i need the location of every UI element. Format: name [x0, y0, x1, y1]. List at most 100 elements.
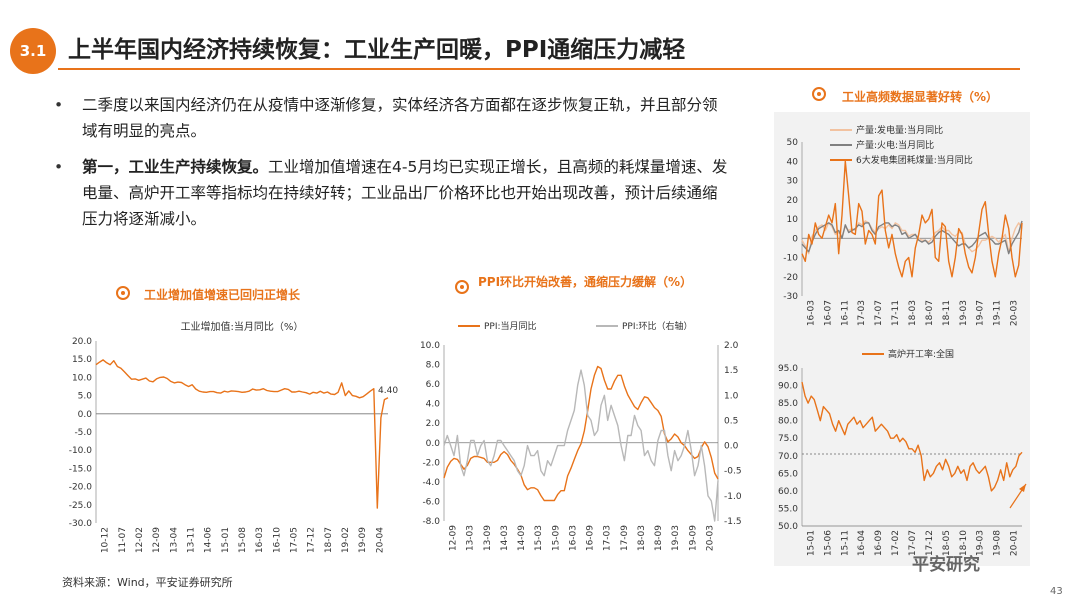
x-tick-label: 19-02 [341, 527, 351, 553]
series-line [801, 160, 1023, 278]
x-tick-label: 17-12 [307, 527, 317, 553]
y2-tick-label: 0.0 [724, 442, 739, 452]
y-tick-label: 20 [787, 196, 799, 206]
x-tick-label: 19-11 [993, 300, 1003, 326]
y-tick-label: 65.0 [778, 469, 798, 479]
x-tick-label: 16-09 [586, 525, 596, 551]
y-tick-label: 4.0 [426, 400, 441, 410]
y-tick-label: 80.0 [778, 417, 798, 427]
target-icon [116, 286, 130, 300]
x-tick-label: 12-02 [135, 527, 145, 553]
x-tick-label: 17-11 [891, 300, 901, 326]
y-tick-label: 10.0 [420, 341, 440, 351]
chart-high-frequency: 50 40 30 20 10 0 -10 -20 -30 16-03 16-07 16-11 17-03… [783, 124, 1023, 326]
x-tick-label: 20-03 [705, 525, 715, 551]
y-tick-label: -8.0 [422, 517, 440, 527]
legend-label: PPI:当月同比 [484, 320, 537, 332]
x-tick-label: 16-03 [806, 300, 816, 326]
chart-ppi-panel-title: PPI环比开始改善，通缩压力缓解（%） [478, 275, 693, 289]
y-tick-label: 0.0 [426, 439, 441, 449]
x-tick-label: 16-07 [823, 300, 833, 326]
bullet-list: 二季度以来国内经济仍在从疫情中逐渐修复，实体经济各方面都在逐步恢复正轨，并且部分… [52, 92, 732, 242]
y-tick-label: 0 [792, 234, 798, 244]
x-tick-label: 13-11 [186, 527, 196, 553]
x-tick-label: 10-12 [101, 527, 111, 553]
x-tick-label: 19-08 [993, 530, 1003, 556]
y2-tick-label: -1.0 [724, 492, 742, 502]
series-line [443, 365, 719, 502]
x-tick-label: 17-07 [874, 300, 884, 326]
y2-tick-label: -0.5 [724, 467, 742, 477]
bullet-text: 二季度以来国内经济仍在从疫情中逐渐修复，实体经济各方面都在逐步恢复正轨，并且部分… [82, 96, 718, 140]
x-tick-label: 13-09 [483, 525, 493, 551]
y-tick-label: 50.0 [778, 522, 798, 532]
x-tick-label: 18-03 [908, 300, 918, 326]
x-tick-label: 15-09 [551, 525, 561, 551]
y-tick-label: -2.0 [422, 458, 440, 468]
x-tick-label: 15-01 [806, 530, 816, 556]
y-tick-label: -30.0 [69, 519, 93, 529]
x-tick-label: 20-04 [375, 527, 385, 553]
y2-tick-label: 1.0 [724, 391, 739, 401]
legend-label: 产量:发电量:当月同比 [856, 124, 943, 136]
y-tick-label: 8.0 [426, 361, 441, 371]
x-tick-label: 16-04 [857, 530, 867, 556]
x-tick-label: 14-09 [517, 525, 527, 551]
series-line [801, 220, 1023, 255]
x-tick-label: 17-03 [603, 525, 613, 551]
y-tick-label: 30 [787, 177, 799, 187]
x-tick-label: 19-09 [688, 525, 698, 551]
bullet-item: 第一，工业生产持续恢复。工业增加值增速在4-5月均已实现正增长，且高频的耗煤量增… [52, 154, 732, 232]
y-tick-label: 70.0 [778, 452, 798, 462]
x-tick-label: 13-04 [169, 527, 179, 553]
y-tick-label: 40 [787, 157, 799, 167]
brand-logo: 平安研究 [912, 555, 980, 575]
chart-industrial-output: 工业增加值:当月同比（%） 20.0 15.0 10.0 5.0 0.0 -5.0 -10.0… [69, 320, 398, 553]
y2-tick-label: 0.5 [724, 416, 738, 426]
x-tick-label: 19-07 [976, 300, 986, 326]
x-tick-label: 18-10 [959, 530, 969, 556]
x-tick-label: 18-07 [925, 300, 935, 326]
x-tick-label: 11-07 [118, 527, 128, 553]
x-tick-label: 13-03 [466, 525, 476, 551]
y-tick-label: -15.0 [69, 464, 93, 474]
y-tick-label: 6.0 [426, 380, 441, 390]
y-tick-label: 50 [787, 138, 799, 148]
bullet-bold-lead: 第一，工业生产持续恢复。 [82, 158, 269, 176]
x-tick-label: 14-03 [500, 525, 510, 551]
x-tick-label: 17-05 [290, 527, 300, 553]
y-tick-label: 95.0 [778, 364, 798, 374]
chart-blast-furnace: 95.0 90.0 85.0 80.0 75.0 70.0 65.0 60.0 55.0 50.0… [778, 348, 1027, 556]
x-tick-label: 14-06 [204, 527, 214, 553]
page-number: 43 [1050, 586, 1063, 597]
section-badge: 3.1 [10, 28, 56, 74]
x-tick-label: 18-03 [637, 525, 647, 551]
x-tick-label: 18-11 [942, 300, 952, 326]
y-tick-label: -6.0 [422, 497, 440, 507]
x-tick-label: 15-06 [823, 530, 833, 556]
x-tick-label: 20-03 [1010, 300, 1020, 326]
y-tick-label: 55.0 [778, 504, 798, 514]
target-icon [455, 280, 469, 294]
y-tick-label: -30 [783, 292, 798, 302]
series-line [801, 220, 1023, 255]
y2-tick-label: -1.5 [724, 517, 742, 527]
x-tick-label: 17-09 [620, 525, 630, 551]
x-tick-label: 17-07 [908, 530, 918, 556]
x-tick-label: 15-01 [221, 527, 231, 553]
y-tick-label: 75.0 [778, 434, 798, 444]
title-underline [58, 68, 1020, 70]
y-tick-label: 85.0 [778, 399, 798, 409]
right-panel-background [774, 112, 1030, 566]
x-tick-label: 17-03 [857, 300, 867, 326]
legend-label: PPI:环比（右轴） [622, 320, 693, 332]
y-tick-label: 10 [787, 215, 799, 225]
legend-label: 高炉开工率:全国 [888, 348, 954, 360]
series-line [801, 381, 1023, 492]
x-tick-label: 19-03 [959, 300, 969, 326]
chart-industrial-panel-title: 工业增加值增速已回归正增长 [144, 288, 301, 302]
source-note: 资料来源：Wind，平安证券研究所 [62, 576, 233, 589]
x-tick-label: 20-01 [1010, 530, 1020, 556]
bullet-item: 二季度以来国内经济仍在从疫情中逐渐修复，实体经济各方面都在逐步恢复正轨，并且部分… [52, 92, 732, 144]
data-label: 4.40 [378, 386, 398, 396]
